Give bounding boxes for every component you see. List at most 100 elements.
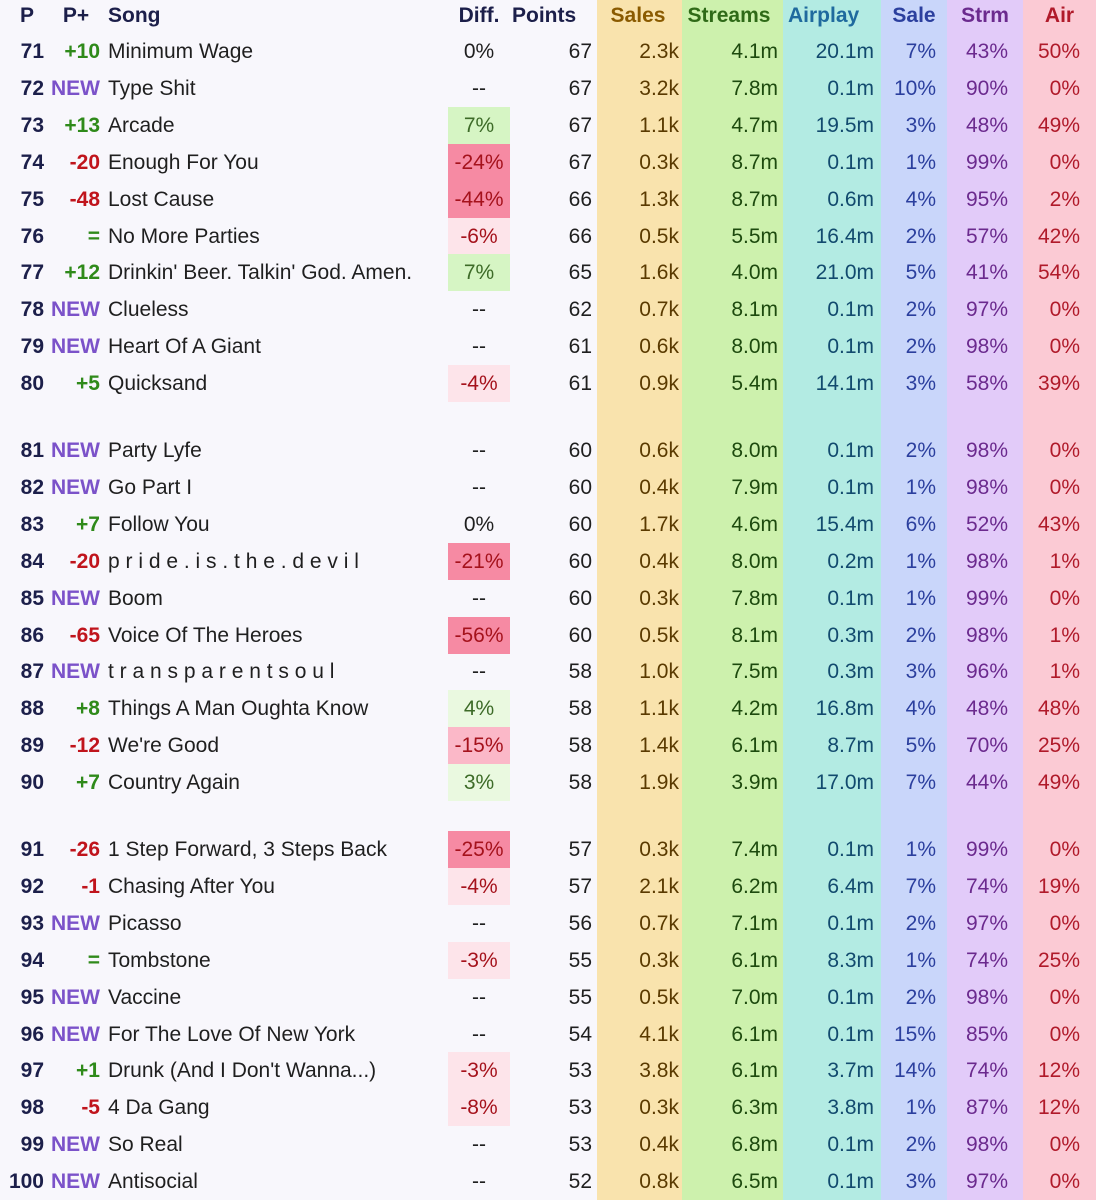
cell-air-share: 0% — [1049, 586, 1080, 610]
cell-sale-share: 1% — [905, 838, 936, 861]
cell-streams: 7.8m — [731, 76, 778, 100]
table-row[interactable]: 96 NEW For The Love Of New York -- 54 4.1k 6.1… — [0, 1016, 1096, 1053]
header-row: P P+ Song Diff. Points Sales Streams Air… — [0, 0, 1096, 32]
header-sales[interactable]: Sales — [610, 4, 666, 27]
table-row[interactable]: 93 NEW Picasso -- 56 0.7k 7.1m 0.1m 2% 97% 0% — [0, 905, 1096, 942]
cell-points: 52 — [568, 1170, 592, 1194]
table-row[interactable]: 87 NEW t r a n s p a r e n t s o u l -- 58 1.… — [0, 653, 1096, 690]
table-row[interactable]: 74 -20 Enough For You -24% 67 0.3k 8.7m 0.1m 1% 9… — [0, 143, 1096, 181]
table-row[interactable]: 95 NEW Vaccine -- 55 0.5k 7.0m 0.1m 2% 98% 0% — [0, 979, 1096, 1016]
cell-diff: -- — [472, 985, 486, 1009]
cell-airplay: 0.1m — [827, 298, 874, 322]
cell-airplay: 16.4m — [815, 224, 874, 248]
cell-song-title: Vaccine — [108, 985, 182, 1009]
table-row[interactable]: 99 NEW So Real -- 53 0.4k 6.8m 0.1m 2% 98% 0% — [0, 1126, 1096, 1163]
cell-airplay: 0.2m — [827, 549, 874, 573]
cell-position-change: NEW — [51, 985, 100, 1009]
cell-sale-share: 1% — [905, 150, 936, 174]
cell-airplay: 0.1m — [827, 475, 874, 499]
cell-diff: -15% — [448, 727, 510, 765]
cell-position-change: +12 — [64, 261, 100, 285]
cell-sales: 1.9k — [639, 771, 679, 795]
cell-stream-share: 74% — [965, 874, 1008, 898]
cell-air-share: 39% — [1037, 372, 1080, 396]
table-row[interactable]: 86 -65 Voice Of The Heroes -56% 60 0.5k 8.1m 0.… — [0, 616, 1096, 654]
cell-air-share: 49% — [1037, 771, 1080, 795]
table-row[interactable]: 91 -26 1 Step Forward, 3 Steps Back -25% 57 0… — [0, 831, 1096, 868]
table-row[interactable]: 90 +7 Country Again 3% 58 1.9k 3.9m 17.0m 7% 44% 4… — [0, 764, 1096, 802]
cell-airplay: 0.1m — [827, 1133, 874, 1157]
cell-airplay: 3.8m — [827, 1096, 874, 1120]
cell-diff: -4% — [448, 867, 510, 905]
table-row[interactable]: 88 +8 Things A Man Oughta Know 4% 58 1.1k 4.2m… — [0, 690, 1096, 728]
cell-streams: 4.7m — [731, 113, 778, 137]
table-row[interactable]: 84 -20 p r i d e . i s . t h e . d e v i l… — [0, 542, 1096, 580]
cell-stream-share: 98% — [965, 439, 1008, 462]
cell-diff: -- — [472, 335, 486, 359]
header-diff[interactable]: Diff. — [458, 4, 500, 27]
cell-streams: 6.2m — [731, 874, 778, 898]
table-row[interactable]: 83 +7 Follow You 0% 60 1.7k 4.6m 15.4m 6% 52% 43% — [0, 506, 1096, 543]
table-row[interactable]: 89 -12 We're Good -15% 58 1.4k 6.1m 8.7m 5% 70% 25… — [0, 727, 1096, 765]
cell-streams: 4.1m — [731, 40, 778, 63]
table-row[interactable]: 85 NEW Boom -- 60 0.3k 7.8m 0.1m 1% 99% 0% — [0, 580, 1096, 617]
cell-stream-share: 48% — [965, 697, 1008, 721]
cell-diff: 0% — [463, 40, 495, 63]
table-row[interactable]: 77 +12 Drinkin' Beer. Talkin' God. Amen. 7%… — [0, 254, 1096, 292]
cell-position: 90 — [20, 771, 44, 795]
header-position[interactable]: P — [19, 4, 34, 27]
table-row[interactable]: 72 NEW Type Shit -- 67 3.2k 7.8m 0.1m 10% 90% 0% — [0, 70, 1096, 107]
header-streams[interactable]: Streams — [687, 4, 771, 27]
table-row[interactable]: 94 = Tombstone -3% 55 0.3k 6.1m 8.3m 1% 74% 25% — [0, 941, 1096, 979]
table-row[interactable]: 75 -48 Lost Cause -44% 66 1.3k 8.7m 0.6m 4% 95% 2% — [0, 180, 1096, 218]
cell-stream-share: 44% — [965, 771, 1008, 795]
table-row[interactable]: 98 -5 4 Da Gang -8% 53 0.3k 6.3m 3.8m 1% 87% 12% — [0, 1089, 1096, 1127]
cell-position: 87 — [20, 660, 44, 684]
table-row[interactable]: 82 NEW Go Part I -- 60 0.4k 7.9m 0.1m 1% 98% 0% — [0, 469, 1096, 506]
table-row[interactable]: 78 NEW Clueless -- 62 0.7k 8.1m 0.1m 2% 97% 0% — [0, 291, 1096, 328]
header-song[interactable]: Song — [108, 4, 161, 27]
header-position-change[interactable]: P+ — [62, 4, 90, 27]
cell-airplay: 0.1m — [827, 150, 874, 174]
table-row[interactable]: 100 NEW Antisocial -- 52 0.8k 6.5m 0.1m 3% 97% 0% — [0, 1163, 1096, 1200]
cell-air-share: 12% — [1037, 1059, 1080, 1083]
cell-stream-share: 98% — [965, 335, 1008, 359]
table-row[interactable]: 79 NEW Heart Of A Giant -- 61 0.6k 8.0m 0.1m 2% 9… — [0, 328, 1096, 365]
table-row[interactable]: 71 +10 Minimum Wage 0% 67 2.3k 4.1m 20.1m 7% 43% 5… — [0, 33, 1096, 70]
cell-song-title: Things A Man Oughta Know — [108, 697, 369, 721]
cell-position: 75 — [20, 187, 44, 211]
cell-position: 79 — [20, 335, 44, 359]
table-row[interactable]: 97 +1 Drunk (And I Don't Wanna...) -3% 53 3.8… — [0, 1052, 1096, 1090]
header-air-share[interactable]: Air — [1044, 4, 1075, 27]
cell-airplay: 0.3m — [827, 623, 874, 647]
cell-airplay: 0.3m — [827, 660, 874, 684]
cell-stream-share: 57% — [965, 224, 1008, 248]
cell-airplay: 8.3m — [827, 948, 874, 972]
header-sale-share[interactable]: Sale — [892, 4, 936, 27]
cell-points: 67 — [568, 76, 592, 100]
table-row[interactable]: 81 NEW Party Lyfe -- 60 0.6k 8.0m 0.1m 2% 98% 0% — [0, 432, 1096, 469]
cell-sale-share: 1% — [905, 475, 936, 499]
cell-sales: 0.5k — [639, 224, 679, 248]
table-row[interactable]: 80 +5 Quicksand -4% 61 0.9k 5.4m 14.1m 3% 58% 39% — [0, 365, 1096, 403]
cell-position: 83 — [20, 512, 44, 536]
cell-streams: 6.5m — [731, 1170, 778, 1194]
table-row[interactable]: 73 +13 Arcade 7% 67 1.1k 4.7m 19.5m 3% 48% 49% — [0, 106, 1096, 144]
table-row[interactable]: 76 = No More Parties -6% 66 0.5k 5.5m 16.4m 2% 57… — [0, 217, 1096, 255]
cell-song-title: Drinkin' Beer. Talkin' God. Amen. — [108, 261, 413, 285]
header-stream-share[interactable]: Strm — [961, 4, 1009, 27]
cell-stream-share: 41% — [965, 261, 1008, 285]
cell-position-change: NEW — [51, 335, 100, 359]
header-airplay[interactable]: Airplay — [788, 4, 860, 27]
cell-sale-share: 7% — [905, 771, 936, 795]
cell-position-change: +5 — [76, 372, 100, 396]
cell-streams: 7.4m — [731, 838, 778, 861]
cell-stream-share: 96% — [965, 660, 1008, 684]
header-points[interactable]: Points — [512, 4, 577, 27]
cell-diff: -25% — [448, 831, 510, 868]
table-row[interactable]: 92 -1 Chasing After You -4% 57 2.1k 6.2m 6.4m 7%… — [0, 867, 1096, 905]
cell-position-change: NEW — [51, 76, 100, 100]
cell-diff: -6% — [448, 217, 510, 255]
cell-sale-share: 1% — [905, 586, 936, 610]
cell-position-change: +13 — [64, 113, 100, 137]
